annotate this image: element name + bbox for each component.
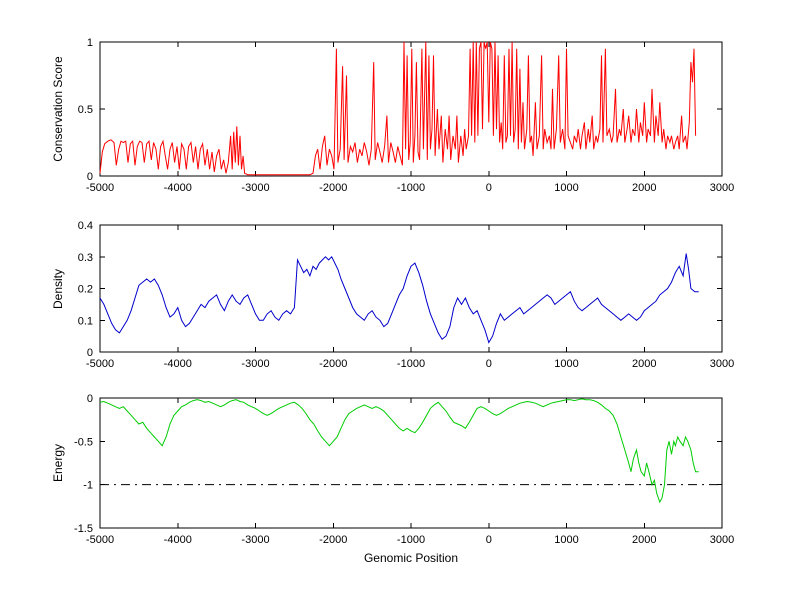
tick-label: 0	[486, 182, 492, 194]
tick-label: -1	[83, 480, 93, 492]
tick-label: 2000	[632, 182, 656, 194]
x-axis-label: Genomic Position	[364, 551, 458, 565]
tick-label: -1000	[397, 182, 425, 194]
tick-label: -5000	[86, 534, 114, 546]
subplots-group: -5000 -4000 -3000 -2000 -1000 0 1000 2000 300000…	[74, 37, 734, 546]
subplot-1: -5000 -4000 -3000 -2000 -1000 0 1000 2000 3000 0 0…	[78, 220, 735, 370]
tick-label: 2000	[632, 358, 656, 370]
tick-label: -3000	[241, 534, 269, 546]
tick-label: 1000	[554, 534, 578, 546]
tick-label: -4000	[164, 534, 192, 546]
tick-label: 3000	[710, 358, 734, 370]
tick-label: -2000	[319, 358, 347, 370]
tick-label: -3000	[241, 358, 269, 370]
tick-label: 0	[87, 347, 93, 359]
series-line	[99, 253, 699, 344]
y-axis-label-density: Density	[51, 269, 65, 309]
tick-label: 0.4	[78, 220, 93, 232]
tick-label: 0	[87, 171, 93, 183]
axes-box	[99, 224, 723, 353]
tick-label: 0.1	[78, 315, 93, 327]
tick-label: -2000	[319, 534, 347, 546]
series-line	[99, 41, 697, 176]
tick-label: 1	[87, 37, 93, 49]
tick-label: 0	[486, 358, 492, 370]
tick-label: 2000	[632, 534, 656, 546]
y-axis-label-conservation-score: Conservation Score	[51, 56, 65, 162]
y-axis-label-energy: Energy	[51, 444, 65, 482]
tick-label: 3000	[710, 182, 734, 194]
tick-label: -5000	[86, 358, 114, 370]
tick-label: -5000	[86, 182, 114, 194]
tick-label: 0	[486, 534, 492, 546]
tick-label: 0.5	[78, 104, 93, 116]
tick-label: -0.5	[74, 436, 93, 448]
tick-label: 1000	[554, 358, 578, 370]
tick-label: -3000	[241, 182, 269, 194]
subplot-0: -5000 -4000 -3000 -2000 -1000 0 1000 2000 3000 0 0…	[78, 37, 735, 194]
tick-label: 0.2	[78, 284, 93, 296]
tick-label: -1000	[397, 358, 425, 370]
tick-label: -2000	[319, 182, 347, 194]
tick-label: -4000	[164, 358, 192, 370]
tick-label: 0	[87, 393, 93, 405]
tick-label: -1.5	[74, 523, 93, 535]
tick-label: 1000	[554, 182, 578, 194]
tick-label: -1000	[397, 534, 425, 546]
series-line	[99, 398, 699, 504]
tick-label: 0.3	[78, 252, 93, 264]
tick-label: 3000	[710, 534, 734, 546]
subplot-2: -5000 -4000 -3000 -2000 -1000 0 1000 2000 3000 -1…	[74, 393, 734, 546]
tick-label: -4000	[164, 182, 192, 194]
